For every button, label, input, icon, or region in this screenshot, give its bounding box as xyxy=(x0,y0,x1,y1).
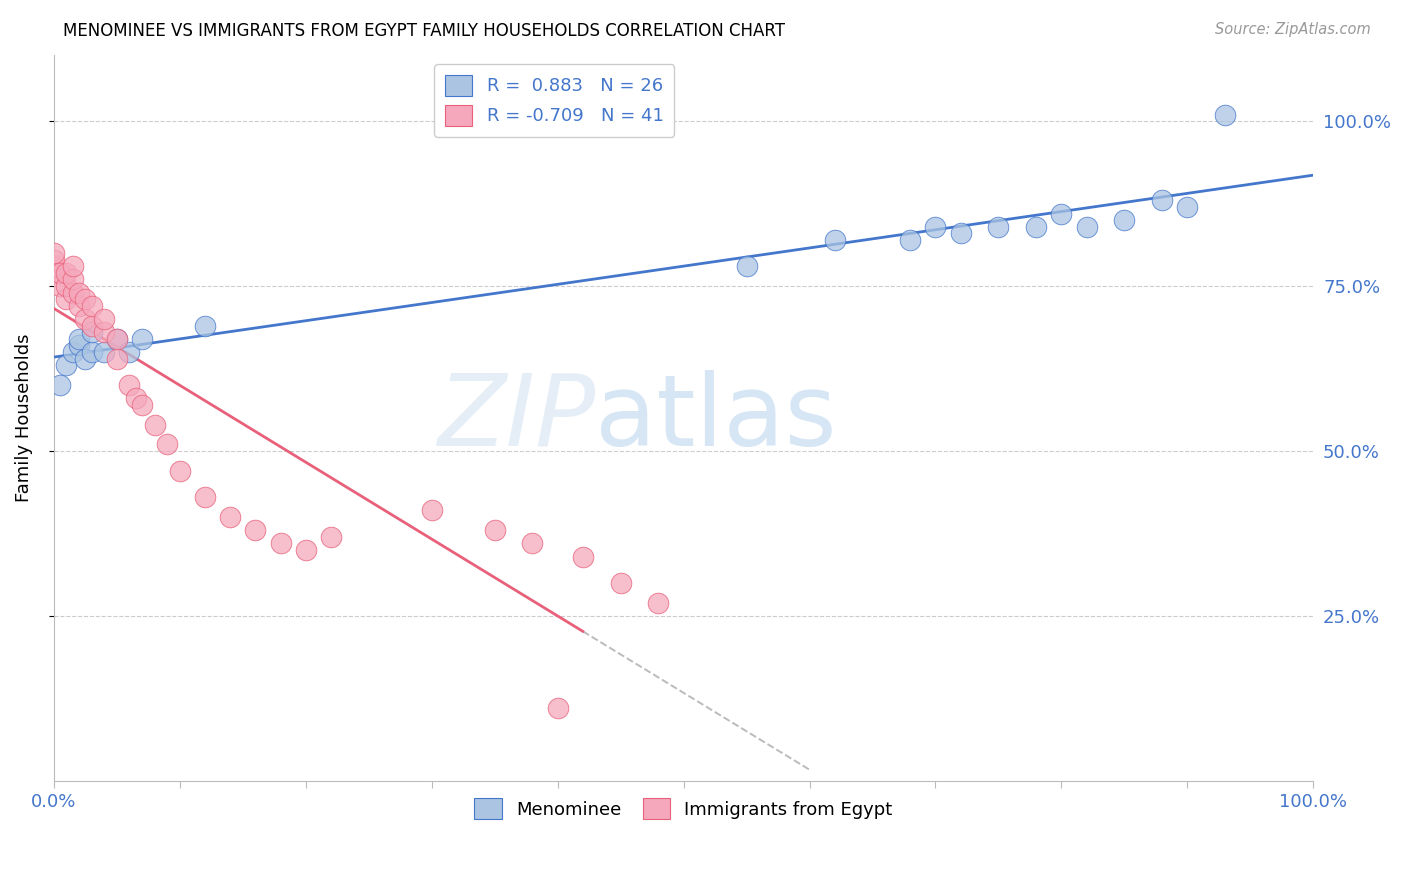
Point xyxy=(118,345,141,359)
Point xyxy=(169,464,191,478)
Point xyxy=(62,260,84,274)
Text: Source: ZipAtlas.com: Source: ZipAtlas.com xyxy=(1215,22,1371,37)
Point xyxy=(270,536,292,550)
Point xyxy=(118,378,141,392)
Point xyxy=(42,246,65,260)
Point xyxy=(898,233,921,247)
Point xyxy=(80,318,103,333)
Point xyxy=(547,701,569,715)
Point xyxy=(62,272,84,286)
Point xyxy=(67,299,90,313)
Point xyxy=(572,549,595,564)
Point xyxy=(219,510,242,524)
Point xyxy=(194,318,217,333)
Point xyxy=(319,530,342,544)
Point xyxy=(156,437,179,451)
Point xyxy=(125,391,148,405)
Point xyxy=(647,596,669,610)
Point xyxy=(93,345,115,359)
Point xyxy=(143,417,166,432)
Point xyxy=(93,312,115,326)
Point xyxy=(42,252,65,267)
Point xyxy=(924,219,946,234)
Point xyxy=(522,536,544,550)
Point xyxy=(105,332,128,346)
Point xyxy=(55,293,77,307)
Point xyxy=(75,312,97,326)
Point xyxy=(49,266,72,280)
Point xyxy=(67,332,90,346)
Point xyxy=(194,490,217,504)
Point xyxy=(42,260,65,274)
Point xyxy=(80,299,103,313)
Point xyxy=(131,398,153,412)
Point xyxy=(245,523,267,537)
Point xyxy=(75,351,97,366)
Point xyxy=(949,227,972,241)
Point xyxy=(62,285,84,300)
Point xyxy=(105,332,128,346)
Point xyxy=(824,233,846,247)
Point xyxy=(93,326,115,340)
Point xyxy=(62,345,84,359)
Point xyxy=(1152,194,1174,208)
Point xyxy=(1114,213,1136,227)
Point xyxy=(1213,107,1236,121)
Point xyxy=(735,260,758,274)
Point xyxy=(55,266,77,280)
Point xyxy=(131,332,153,346)
Point xyxy=(1050,206,1073,220)
Point xyxy=(49,279,72,293)
Point xyxy=(75,293,97,307)
Point xyxy=(67,338,90,352)
Point xyxy=(67,285,90,300)
Point xyxy=(1076,219,1098,234)
Y-axis label: Family Households: Family Households xyxy=(15,334,32,502)
Text: atlas: atlas xyxy=(595,369,837,467)
Point xyxy=(105,351,128,366)
Point xyxy=(1025,219,1047,234)
Point xyxy=(484,523,506,537)
Point xyxy=(420,503,443,517)
Text: ZIP: ZIP xyxy=(437,369,595,467)
Point xyxy=(1175,200,1198,214)
Point xyxy=(55,359,77,373)
Point xyxy=(294,543,316,558)
Point xyxy=(42,266,65,280)
Point xyxy=(49,378,72,392)
Legend: Menominee, Immigrants from Egypt: Menominee, Immigrants from Egypt xyxy=(467,791,900,826)
Point xyxy=(987,219,1010,234)
Point xyxy=(55,279,77,293)
Point xyxy=(80,345,103,359)
Text: MENOMINEE VS IMMIGRANTS FROM EGYPT FAMILY HOUSEHOLDS CORRELATION CHART: MENOMINEE VS IMMIGRANTS FROM EGYPT FAMIL… xyxy=(63,22,786,40)
Point xyxy=(609,576,631,591)
Point xyxy=(80,326,103,340)
